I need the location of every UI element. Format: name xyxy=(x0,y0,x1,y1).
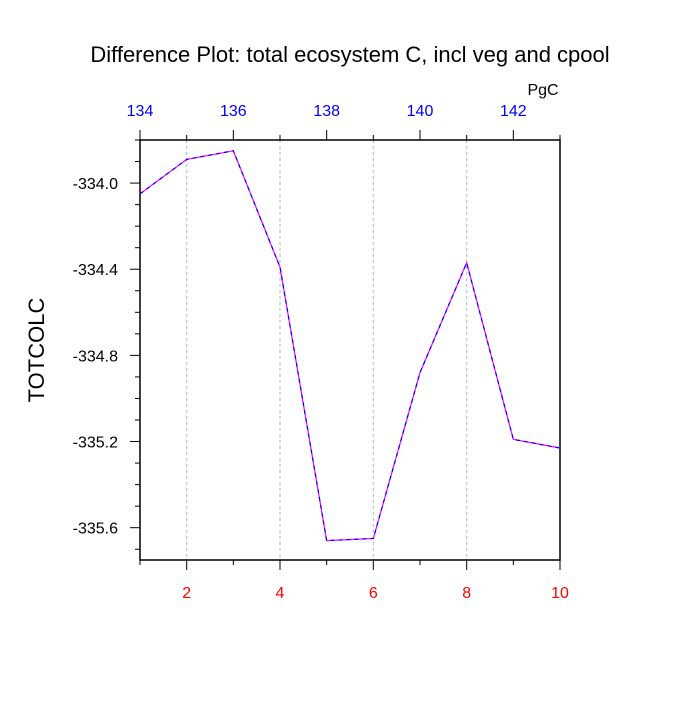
top-tick-label: 142 xyxy=(500,103,527,120)
y-tick-label: -334.8 xyxy=(73,348,118,365)
chart-title: Difference Plot: total ecosystem C, incl… xyxy=(90,42,609,67)
y-tick-label: -334.0 xyxy=(73,176,118,193)
bottom-tick-label: 4 xyxy=(276,585,285,602)
series-line xyxy=(139,150,561,542)
top-tick-label: 140 xyxy=(407,103,434,120)
bottom-tick-label: 10 xyxy=(551,585,569,602)
bottom-tick-label: 8 xyxy=(462,585,471,602)
top-tick-label: 134 xyxy=(127,103,154,120)
tick-labels: 2 4 6 8 10 134 136 138 140 142 -334.0 -334.4 -334.8 -… xyxy=(73,103,569,602)
y-tick-label: -334.4 xyxy=(73,262,118,279)
y-tick-label: -335.6 xyxy=(73,521,118,538)
bottom-tick-label: 6 xyxy=(369,585,378,602)
y-axis-label: TOTCOLC xyxy=(24,298,49,403)
series-line-dash xyxy=(139,150,561,542)
plot-frame xyxy=(139,139,561,561)
y-tick-label: -335.2 xyxy=(73,435,118,452)
top-tick-label: 138 xyxy=(313,103,340,120)
top-axis-units: PgC xyxy=(527,82,558,99)
grid-lines xyxy=(186,140,468,560)
series-layer xyxy=(139,150,561,542)
bottom-tick-label: 2 xyxy=(182,585,191,602)
axis-ticks xyxy=(130,130,561,570)
top-tick-label: 136 xyxy=(220,103,247,120)
